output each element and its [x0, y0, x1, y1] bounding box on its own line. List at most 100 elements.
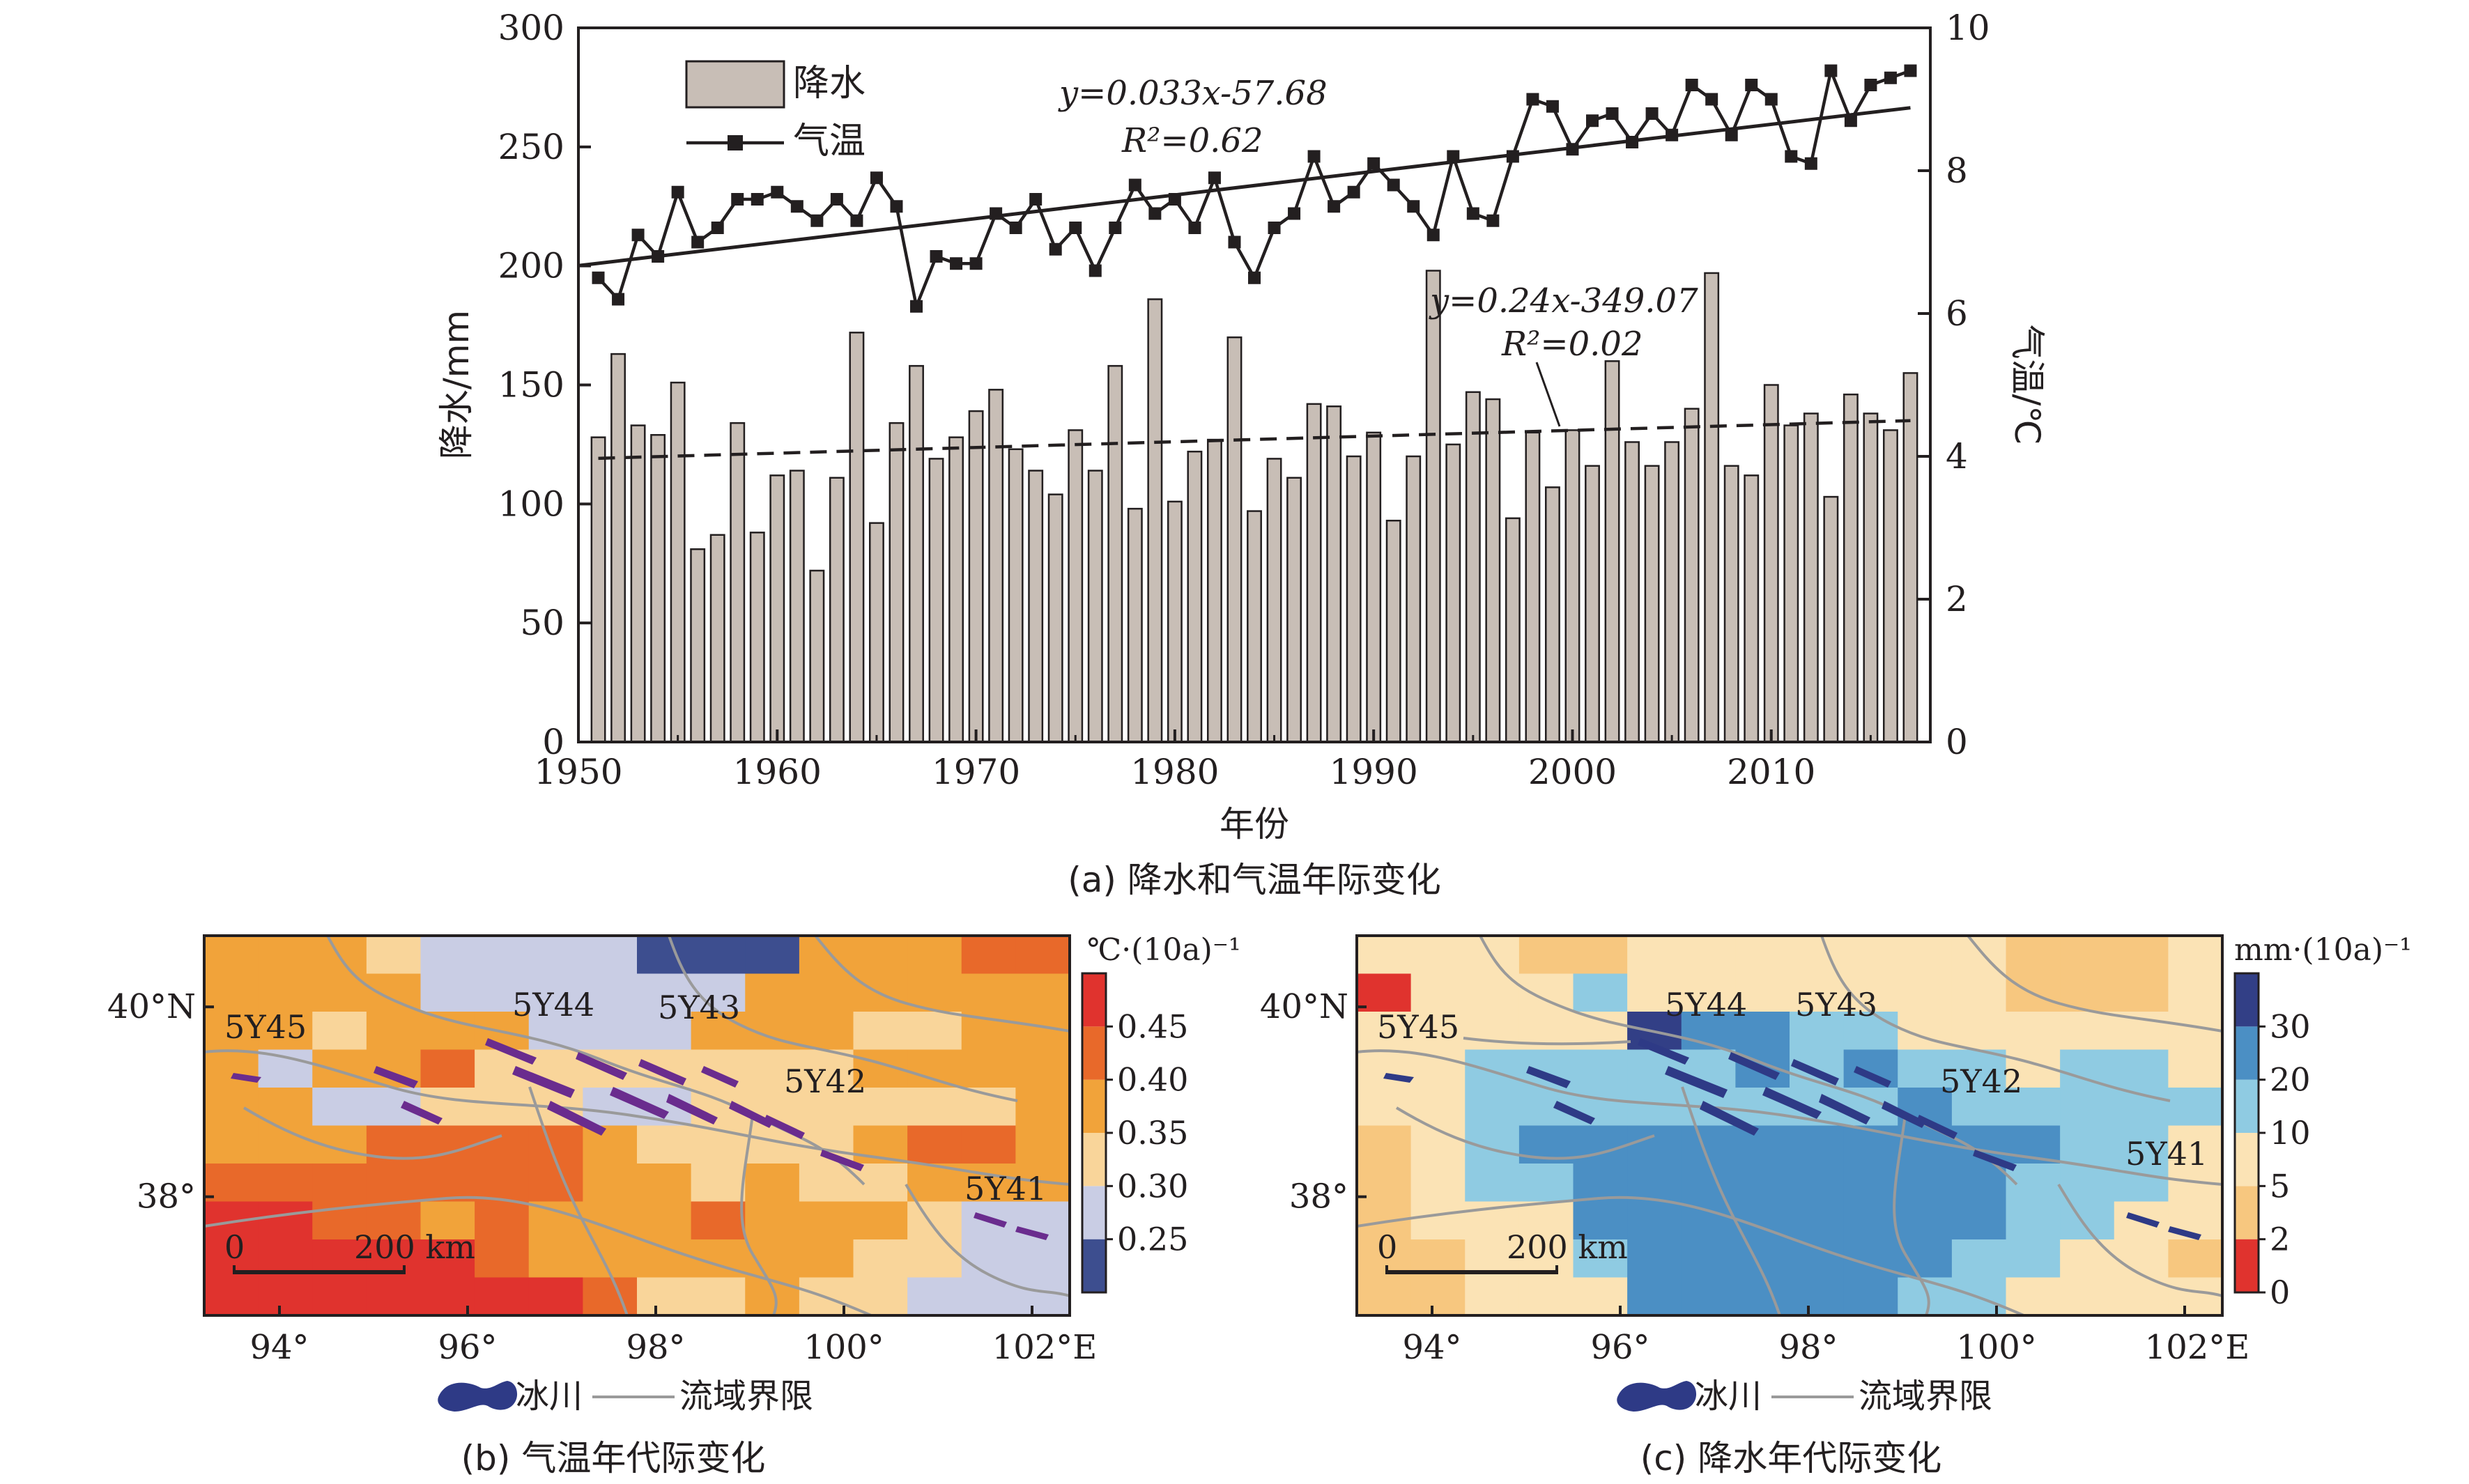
grid-cell [1573, 936, 1628, 975]
precipitation-bar [1147, 298, 1163, 743]
precipitation-bar [1346, 455, 1362, 743]
grid-cell [2114, 1049, 2169, 1088]
longitude-label: 94° [249, 1328, 309, 1367]
y-right-tick-label: 0 [1946, 722, 1968, 762]
grid-cell [475, 1164, 530, 1203]
grid-cell [1627, 1239, 1682, 1278]
grid-cell [853, 1277, 908, 1316]
grid-cell [366, 1164, 422, 1203]
grid-cell [1465, 1164, 1520, 1203]
precipitation-bar [889, 422, 905, 743]
temperature-marker [1745, 79, 1758, 91]
grid-cell [799, 1049, 854, 1088]
legend-marker-swatch [728, 135, 743, 150]
grid-cell [1410, 1012, 1466, 1051]
grid-cell [528, 1164, 583, 1203]
colorbar-tick-label: 0.45 [1117, 1007, 1188, 1045]
colorbar-segment [2235, 1133, 2259, 1187]
grid-cell [2006, 1239, 2061, 1278]
grid-cell [1015, 1049, 1070, 1088]
colorbar-tick-label: 0.30 [1117, 1167, 1188, 1205]
temperature-marker [1168, 193, 1181, 206]
temperature-marker [1844, 114, 1857, 127]
grid-cell [2168, 1239, 2223, 1278]
grid-cell [1951, 1164, 2007, 1203]
colorbar-tick-label: 0.35 [1117, 1114, 1188, 1152]
grid-cell [1681, 1201, 1736, 1240]
temperature-marker [1586, 114, 1599, 127]
grid-cell [583, 973, 638, 1012]
colorbar: 0 2 5 10 20 30 [2233, 972, 2311, 1311]
panel-c: 94° 96° 98° 100° 102°E 40°N 38° 5Y45 5Y44 5Y43… [1260, 932, 2412, 1478]
grid-cell [1951, 1049, 2007, 1088]
grid-cell [1681, 1125, 1736, 1164]
grid-cell [745, 1201, 800, 1240]
grid-cell [258, 1125, 313, 1164]
temperature-marker [1904, 64, 1917, 77]
grid-cell [1951, 1012, 2007, 1051]
grid-cell [1627, 1125, 1682, 1164]
grid-cell [583, 1125, 638, 1164]
grid-cell [528, 936, 583, 975]
grid-cell [637, 1125, 692, 1164]
temperature-trend-grid [204, 936, 1070, 1316]
precipitation-bar [1366, 431, 1382, 743]
grid-cell [907, 936, 962, 975]
grid-cell [1465, 1277, 1520, 1316]
precipitation-bar [1783, 424, 1799, 743]
precipitation-bar [1763, 384, 1779, 743]
precipitation-bar [1187, 450, 1203, 743]
precipitation-bar [1882, 429, 1898, 743]
grid-cell [2060, 1125, 2115, 1164]
temperature-marker [1804, 157, 1817, 170]
y-right-tick-label: 4 [1946, 436, 1968, 477]
grid-cell [907, 1277, 962, 1316]
grid-cell [853, 1088, 908, 1127]
glaciers [231, 1038, 1049, 1240]
region-label-5y44: 5Y44 [512, 986, 594, 1023]
precipitation-bar [829, 477, 845, 743]
grid-cell [2060, 1277, 2115, 1316]
colorbar-segment [1082, 1239, 1106, 1292]
grid-cell [1410, 973, 1466, 1012]
x-tick-label: 1970 [932, 752, 1020, 792]
grid-cell [2168, 1277, 2223, 1316]
region-label-5y43: 5Y43 [1795, 986, 1877, 1023]
grid-cell [1465, 1012, 1520, 1051]
precipitation-bar [1385, 520, 1401, 743]
grid-cell [366, 973, 422, 1012]
colorbar-segment [1082, 1186, 1106, 1239]
grid-cell [1015, 1239, 1070, 1278]
grid-cell [637, 1012, 692, 1051]
precipitation-bar [1425, 270, 1441, 743]
precipitation-bar [1306, 403, 1322, 743]
grid-cell [1951, 1239, 2007, 1278]
temperature-marker [1128, 178, 1141, 192]
colorbar-tick-label: 0 [2270, 1274, 2290, 1311]
temperature-marker [1884, 71, 1897, 84]
colorbar-tick-label: 30 [2270, 1007, 2311, 1045]
glacier-legend-label: 冰川 [1695, 1377, 1762, 1416]
grid-cell [366, 1277, 422, 1316]
grid-cell [961, 1164, 1016, 1203]
grid-cell [366, 1012, 422, 1051]
precipitation-bar [690, 548, 706, 743]
y-left-tick-label: 100 [498, 484, 564, 524]
precipitation-bar [1068, 429, 1084, 743]
temperature-marker [830, 193, 843, 206]
grid-cell [1843, 1164, 1898, 1203]
temperature-marker [810, 214, 824, 227]
temperature-marker [1188, 222, 1201, 234]
precipitation-bar [749, 532, 765, 743]
grid-cell [961, 1049, 1016, 1088]
longitude-label: 102°E [2145, 1328, 2250, 1367]
grid-cell [1843, 973, 1898, 1012]
temperature-marker [1486, 214, 1500, 227]
grid-cell [420, 1239, 475, 1278]
precipitation-trend-r2: R²=0.02 [1501, 325, 1643, 364]
temperature-marker [771, 185, 784, 199]
longitude-label: 102°E [992, 1328, 1098, 1367]
grid-cell [1518, 1201, 1574, 1240]
grid-cell [475, 973, 530, 1012]
grid-cell [745, 1239, 800, 1278]
